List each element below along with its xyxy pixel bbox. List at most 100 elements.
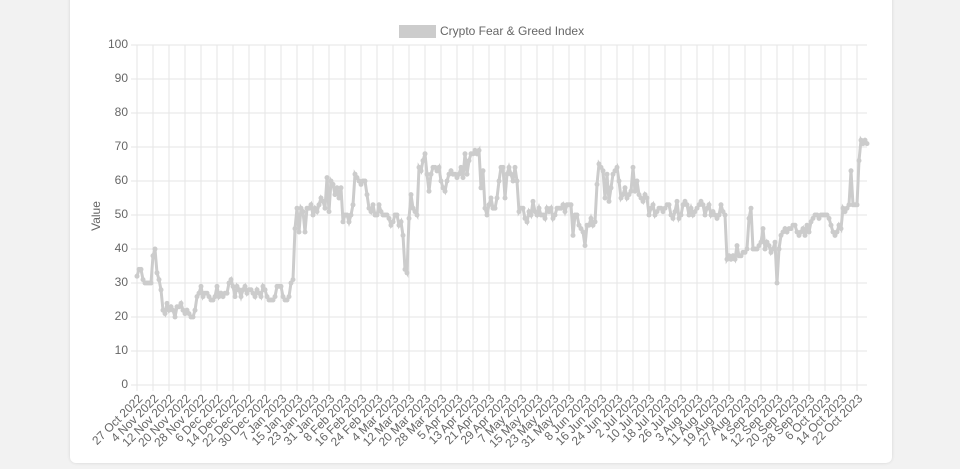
data-point [580, 229, 586, 235]
data-point [746, 215, 752, 221]
data-point [666, 202, 672, 208]
data-point [846, 202, 852, 208]
data-point [838, 226, 844, 232]
data-point [560, 202, 566, 208]
data-point [620, 192, 626, 198]
data-point [672, 209, 678, 215]
data-point [330, 181, 336, 187]
data-point [286, 294, 292, 300]
y-tick-label: 50 [115, 207, 129, 221]
data-point [718, 202, 724, 208]
y-tick-label: 30 [115, 275, 129, 289]
data-point [506, 164, 512, 170]
data-point [828, 222, 834, 228]
data-point [322, 205, 328, 211]
data-point [776, 246, 782, 252]
data-point [762, 246, 768, 252]
data-point [300, 209, 306, 215]
legend-label: Crypto Fear & Greed Index [440, 24, 584, 38]
data-point [310, 212, 316, 218]
data-point [228, 277, 234, 283]
y-tick-label: 60 [115, 173, 129, 187]
data-point [370, 202, 376, 208]
data-point [214, 283, 220, 289]
data-point [614, 164, 620, 170]
data-point [436, 164, 442, 170]
data-point [482, 205, 488, 211]
data-point [134, 273, 140, 279]
data-point [628, 188, 634, 194]
data-point [732, 256, 738, 262]
data-point [486, 202, 492, 208]
data-point [806, 229, 812, 235]
data-point [164, 300, 170, 306]
data-point [324, 175, 330, 181]
data-point [548, 205, 554, 211]
data-point [760, 226, 766, 232]
data-point [722, 212, 728, 218]
data-point [320, 198, 326, 204]
data-point [420, 158, 426, 164]
data-point [568, 202, 574, 208]
data-point [748, 205, 754, 211]
data-point [350, 202, 356, 208]
data-point [408, 192, 414, 198]
data-point [252, 294, 258, 300]
data-point [162, 311, 168, 317]
data-point [336, 195, 342, 201]
data-point [294, 205, 300, 211]
data-point [488, 195, 494, 201]
data-point [290, 277, 296, 283]
data-point [772, 239, 778, 245]
data-point [502, 195, 508, 201]
data-point [346, 219, 352, 225]
data-point [582, 243, 588, 249]
data-point [864, 141, 870, 147]
data-point [400, 232, 406, 238]
data-point [632, 188, 638, 194]
data-point [292, 226, 298, 232]
data-point [480, 168, 486, 174]
data-point [530, 198, 536, 204]
data-point [230, 283, 236, 289]
data-point [460, 175, 466, 181]
data-point [154, 270, 160, 276]
data-point [192, 307, 198, 313]
data-point [604, 171, 610, 177]
data-point [476, 147, 482, 153]
y-axis-label: Value [89, 201, 103, 231]
data-point [198, 283, 204, 289]
data-point [670, 215, 676, 221]
data-point [458, 164, 464, 170]
data-point [196, 290, 202, 296]
y-tick-label: 0 [121, 377, 128, 391]
data-point [302, 229, 308, 235]
data-point [492, 205, 498, 211]
data-point [386, 215, 392, 221]
data-point [238, 294, 244, 300]
y-tick-label: 40 [115, 241, 129, 255]
data-point [834, 229, 840, 235]
data-point [178, 300, 184, 306]
data-point [262, 287, 268, 293]
data-point [278, 283, 284, 289]
data-point [152, 246, 158, 252]
data-point [422, 151, 428, 157]
data-point [462, 151, 468, 157]
data-point [804, 222, 810, 228]
data-point [398, 219, 404, 225]
data-point [496, 178, 502, 184]
data-point [524, 219, 530, 225]
y-tick-label: 80 [115, 105, 129, 119]
data-point [438, 178, 444, 184]
data-point [156, 277, 162, 283]
data-point [348, 212, 354, 218]
data-point [148, 280, 154, 286]
data-point [332, 192, 338, 198]
data-point [528, 212, 534, 218]
data-point [442, 188, 448, 194]
data-point [314, 209, 320, 215]
data-point [734, 243, 740, 249]
data-point [478, 185, 484, 191]
